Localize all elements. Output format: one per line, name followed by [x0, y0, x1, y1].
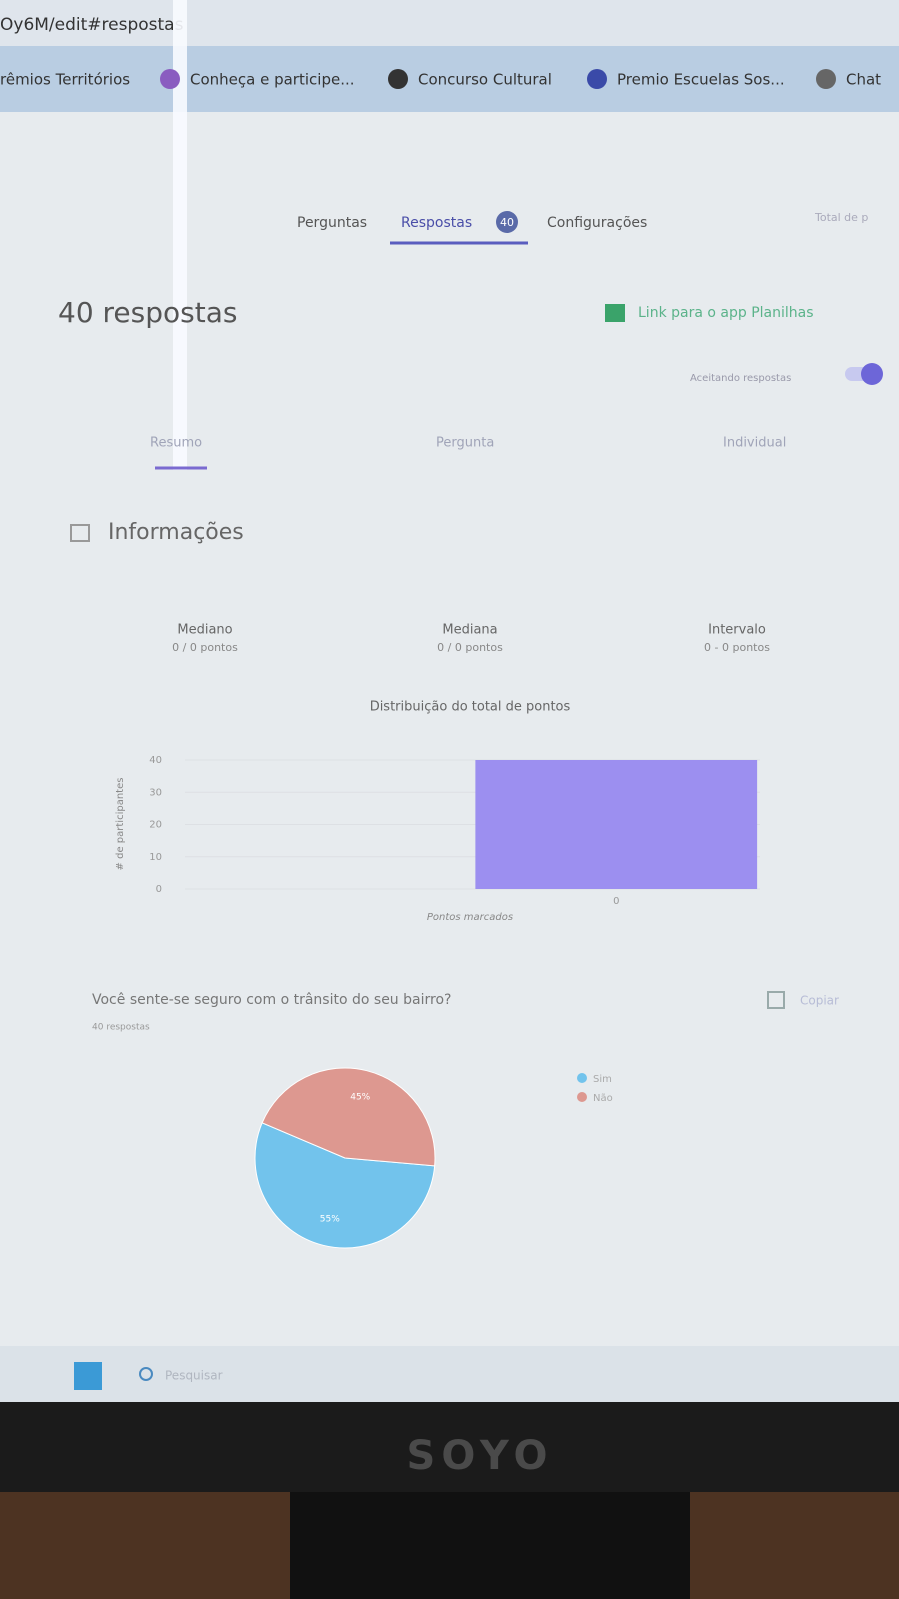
legend-label: Sim: [593, 1074, 612, 1085]
x-axis-label: Pontos marcados: [427, 912, 513, 923]
content: [0, 112, 899, 1346]
badge: [496, 211, 518, 233]
taskbar: [0, 1346, 899, 1402]
badge-count: 40: [500, 216, 514, 229]
chart-title: Distribuição do total de pontos: [370, 700, 571, 715]
stat-label: Mediana: [442, 623, 497, 638]
stat-value: 0 / 0 pontos: [172, 641, 238, 654]
bookmark-icon[interactable]: [388, 69, 408, 89]
stat-value: 0 / 0 pontos: [437, 641, 503, 654]
copy-button[interactable]: Copiar: [800, 994, 839, 1008]
stat-label: Mediano: [177, 623, 232, 638]
bookmark-icon[interactable]: [160, 69, 180, 89]
x-tick-label: 0: [613, 896, 619, 907]
taskbar-search[interactable]: Pesquisar: [165, 1369, 223, 1383]
bookmark[interactable]: Conheça e participe...: [190, 71, 355, 89]
bookmark[interactable]: rêmios Territórios: [0, 71, 130, 89]
responses-title: 40 respostas: [58, 296, 237, 329]
subtab[interactable]: Resumo: [150, 436, 202, 451]
tab[interactable]: Perguntas: [297, 215, 367, 231]
address-bar: [0, 0, 899, 46]
bookmark[interactable]: Concurso Cultural: [418, 71, 552, 89]
bookmark-icon[interactable]: [816, 69, 836, 89]
question-title: Você sente-se seguro com o trânsito do s…: [92, 992, 451, 1008]
y-tick-label: 30: [149, 787, 162, 798]
y-tick-label: 0: [156, 884, 162, 895]
toggle-knob[interactable]: [861, 363, 883, 385]
pie-label: 55%: [320, 1215, 340, 1225]
subtab[interactable]: Individual: [723, 436, 786, 451]
sheets-icon[interactable]: [605, 304, 625, 322]
bookmark[interactable]: Premio Escuelas Sos...: [617, 71, 785, 89]
pie-slice: [261, 1067, 436, 1167]
legend-marker: [577, 1092, 587, 1102]
bookmark-bar: [0, 46, 899, 112]
tab[interactable]: Configurações: [547, 215, 647, 231]
stat-label: Intervalo: [708, 623, 766, 638]
y-tick-label: 10: [149, 852, 162, 863]
search-icon[interactable]: [139, 1367, 153, 1381]
y-axis-label: # de participantes: [115, 778, 126, 871]
legend-label: Não: [593, 1093, 613, 1104]
bookmark[interactable]: Chat: [846, 71, 881, 89]
insights-icon: [70, 524, 90, 542]
sheets-link[interactable]: Link para o app Planilhas: [638, 305, 814, 321]
pie-slice: [254, 1122, 436, 1249]
total-points: Total de p: [814, 211, 868, 224]
accepting-label: Aceitando respostas: [690, 373, 791, 384]
monitor-stand: [290, 1492, 690, 1599]
copy-icon[interactable]: [767, 991, 785, 1009]
y-tick-label: 20: [149, 820, 162, 831]
monitor-bezel: [0, 1402, 899, 1492]
legend-marker: [577, 1073, 587, 1083]
subtab[interactable]: Pergunta: [436, 436, 494, 451]
tab[interactable]: Respostas: [401, 215, 472, 231]
question-responses: 40 respostas: [92, 1023, 150, 1033]
pie-label: 45%: [350, 1092, 370, 1102]
y-tick-label: 40: [149, 755, 162, 766]
insights-title: Informações: [108, 520, 244, 545]
monitor-brand: SOYO: [407, 1433, 554, 1479]
url[interactable]: Oy6M/edit#respostas: [0, 15, 184, 35]
glare: [173, 0, 187, 470]
bookmark-icon[interactable]: [587, 69, 607, 89]
stat-value: 0 - 0 pontos: [704, 641, 770, 654]
bar: [475, 760, 758, 889]
start-button[interactable]: [74, 1362, 102, 1390]
